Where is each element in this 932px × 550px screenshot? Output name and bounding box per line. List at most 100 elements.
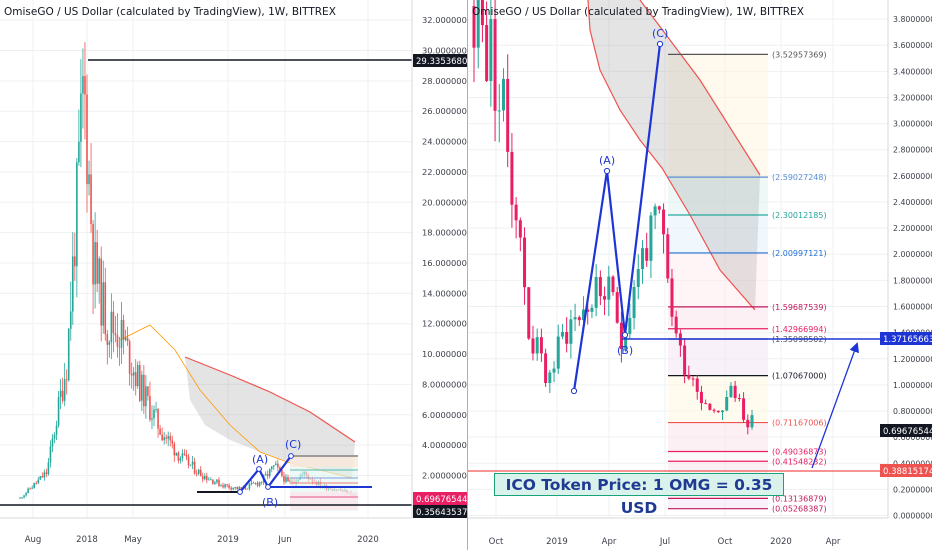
left-y-axis: 32.00000000 30.00000000 28.00000000 26.0000…	[422, 15, 477, 480]
right-x-tick-label: 2020	[770, 537, 792, 547]
right-fib-label: (2.30012185)	[772, 211, 827, 220]
left-candle-body	[21, 497, 23, 499]
left-candle-body	[224, 484, 226, 488]
right-candle-body	[699, 391, 703, 404]
left-candle-body	[31, 487, 33, 489]
right-candle-body	[649, 215, 653, 261]
right-candle-body	[489, 19, 493, 81]
right-x-tick-label: Apr	[602, 537, 617, 547]
right-candle-body	[582, 309, 586, 321]
left-candle-body	[39, 476, 42, 480]
left-candle-body	[132, 372, 135, 376]
left-candle-body	[281, 469, 283, 476]
left-candle-body	[218, 479, 220, 486]
right-candle-body	[725, 397, 729, 411]
right-wave-path	[572, 43, 662, 392]
right-y-tick-label: 1.00000000	[893, 381, 932, 390]
right-fib-label: (0.41548232)	[772, 457, 827, 466]
right-fib-label: (1.59687539)	[772, 303, 827, 312]
left-y-tick-label: 32.00000000	[422, 15, 477, 25]
left-candle-body	[179, 458, 182, 461]
left-candle-body	[23, 495, 25, 498]
left-candle-body	[88, 174, 90, 185]
left-candle-body	[49, 446, 52, 463]
right-candle-body	[683, 345, 687, 375]
left-y-tick-label: 20.00000000	[422, 197, 477, 207]
right-fib-label: (1.07067000)	[772, 372, 827, 381]
left-y-tick-label: 18.00000000	[422, 228, 477, 238]
left-candle-body	[124, 337, 127, 340]
left-candle-body	[86, 94, 88, 185]
right-candle-body	[691, 378, 695, 380]
left-wave-label-a: (A)	[252, 453, 268, 466]
right-candle-body	[662, 209, 666, 235]
right-candle-body	[729, 385, 733, 398]
left-price-label-bottom: 0.35643537	[416, 508, 467, 518]
left-x-tick-label: 2019	[217, 535, 239, 545]
left-candle-body	[116, 335, 119, 347]
right-y-tick-label: 3.20000000	[893, 93, 932, 102]
right-x-tick-label: Apr	[826, 537, 841, 547]
right-fib-band	[668, 451, 768, 462]
left-candle-body	[145, 386, 147, 407]
right-candle-body	[645, 248, 649, 261]
left-candle-body	[67, 328, 70, 381]
right-candle-body	[708, 403, 712, 410]
left-candle-body	[35, 482, 38, 484]
left-candle-body	[100, 258, 103, 326]
left-candle-body	[78, 141, 80, 163]
left-candle-body	[84, 76, 86, 95]
left-candle-body	[141, 374, 143, 401]
left-wave-point	[265, 484, 271, 490]
right-y-tick-label: 2.60000000	[893, 172, 932, 181]
right-fib-band	[668, 328, 768, 340]
right-price-tag-current	[880, 424, 932, 437]
right-wave-label-a: (A)	[599, 154, 615, 167]
left-candle-body	[143, 374, 145, 407]
left-candle-body	[63, 379, 66, 401]
right-candle-body	[737, 398, 741, 400]
left-candle-body	[71, 256, 74, 312]
right-candle-body	[653, 206, 657, 216]
right-fib-label: (1.42966994)	[772, 325, 827, 334]
right-y-tick-label: 0.60000000	[893, 433, 932, 442]
left-candle-body	[185, 454, 188, 457]
right-fib-label: (3.52957369)	[772, 50, 827, 59]
left-candle-body	[47, 462, 50, 475]
left-candle-body	[69, 311, 72, 329]
right-y-tick-label: 0.80000000	[893, 407, 932, 416]
left-y-tick-label: 12.00000000	[422, 319, 477, 329]
right-candle-body	[746, 419, 750, 428]
right-candle-body	[514, 204, 518, 221]
left-candle-body	[270, 466, 273, 469]
left-candle-body	[208, 479, 210, 481]
left-candle-body	[165, 437, 167, 439]
left-candle-body	[266, 474, 269, 477]
right-wave-point	[621, 331, 629, 339]
right-y-tick-label: 2.80000000	[893, 146, 932, 155]
right-candle-body	[615, 292, 619, 323]
right-target-arrow	[811, 342, 859, 469]
right-candle-body	[501, 78, 505, 111]
left-wave-point	[288, 453, 294, 459]
right-candle-body	[598, 277, 602, 297]
left-candle-body	[210, 479, 212, 481]
left-candle-body	[167, 436, 170, 439]
right-fib-lines: (3.52957369) (2.59027248) (2.30012185) (2.0…	[668, 50, 827, 514]
left-y-tick-label: 14.00000000	[422, 288, 477, 298]
left-candle-body	[106, 334, 109, 345]
left-candle-body	[74, 256, 76, 267]
right-wave: (A) (B) (C)	[468, 27, 888, 472]
left-candle-body	[25, 493, 27, 496]
left-candle-body	[159, 428, 161, 435]
right-candle-body	[565, 332, 569, 344]
left-candle-body	[275, 463, 277, 466]
left-candle-body	[153, 409, 155, 419]
left-candle-body	[193, 461, 196, 474]
left-candle-body	[212, 479, 214, 484]
right-fib-label: (2.59027248)	[772, 173, 827, 182]
right-candle-body	[594, 277, 598, 308]
right-x-tick-label: 2019	[546, 537, 568, 547]
left-y-tick-label: 24.00000000	[422, 137, 477, 147]
right-candle-body	[548, 372, 552, 384]
